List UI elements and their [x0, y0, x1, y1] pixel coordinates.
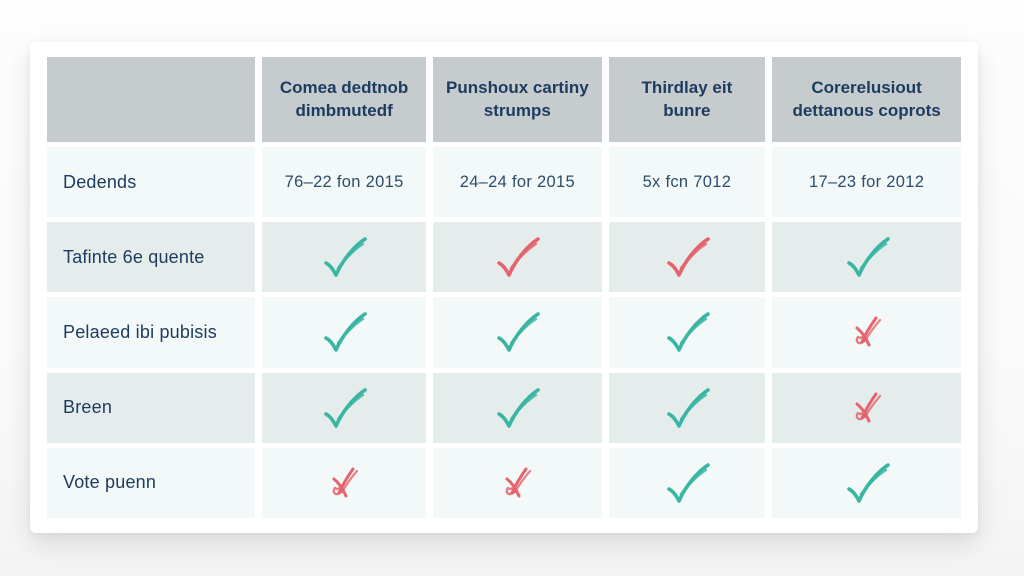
value-cell: 76–22 fon 2015: [262, 147, 427, 218]
table-header: Comea dedtnob dimbmutedf Punshoux cartiny…: [47, 57, 961, 142]
row-label: Vote puenn: [47, 447, 256, 518]
check-icon: [667, 312, 710, 353]
corner-header-cell: [47, 57, 256, 142]
cross-icon: [855, 316, 881, 347]
column-header: Thirdlay eit bunre: [608, 57, 766, 142]
check-cell: [433, 297, 602, 368]
check-icon: [324, 237, 367, 278]
check-icon: [667, 463, 710, 503]
check-icon: [324, 312, 367, 353]
column-header: Comea dedtnob dimbmutedf: [262, 57, 427, 142]
row-label: Pelaeed ibi pubisis: [47, 297, 256, 368]
check-cell: [262, 297, 427, 368]
check-cell: [608, 297, 766, 368]
table-row: Vote puenn: [47, 447, 961, 518]
check-cell: [608, 372, 766, 443]
check-icon: [497, 312, 541, 353]
table-row: Breen: [47, 372, 961, 443]
column-header: Punshoux cartiny strumps: [433, 57, 602, 142]
check-cell: [608, 222, 766, 293]
table-row: Pelaeed ibi pubisis: [47, 297, 961, 368]
cross-cell: [772, 372, 961, 443]
check-icon: [667, 237, 710, 278]
column-header: Corerelusiout dettanous coprots: [772, 57, 961, 142]
check-cell: [772, 222, 961, 293]
check-icon: [846, 237, 890, 278]
check-cell: [433, 372, 602, 443]
cross-icon: [332, 467, 359, 498]
cross-icon: [855, 392, 881, 423]
row-label: Breen: [47, 372, 256, 443]
check-cell: [772, 447, 961, 518]
check-cell: [262, 222, 427, 293]
check-icon: [667, 387, 710, 428]
check-icon: [324, 387, 367, 428]
cross-icon: [505, 467, 532, 498]
value-cell: 17–23 for 2012: [772, 147, 961, 218]
value-cell: 24–24 for 2015: [433, 147, 602, 218]
row-label: Dedends: [47, 147, 256, 218]
cross-cell: [433, 447, 602, 518]
check-icon: [497, 387, 541, 428]
value-cell: 5x fcn 7012: [608, 147, 766, 218]
cross-cell: [262, 447, 427, 518]
row-label: Tafinte 6e quente: [47, 222, 256, 293]
check-cell: [262, 372, 427, 443]
table-body: Dedends 76–22 fon 2015 24–24 for 2015 5x fc…: [47, 147, 961, 518]
comparison-card: Comea dedtnob dimbmutedf Punshoux cartiny…: [30, 42, 978, 533]
cross-cell: [772, 297, 961, 368]
check-icon: [497, 237, 541, 278]
check-cell: [433, 222, 602, 293]
table-row: Tafinte 6e quente: [47, 222, 961, 293]
check-cell: [608, 447, 766, 518]
table-row: Dedends 76–22 fon 2015 24–24 for 2015 5x fc…: [47, 147, 961, 218]
check-icon: [846, 463, 890, 503]
comparison-table: Comea dedtnob dimbmutedf Punshoux cartiny…: [40, 52, 968, 523]
